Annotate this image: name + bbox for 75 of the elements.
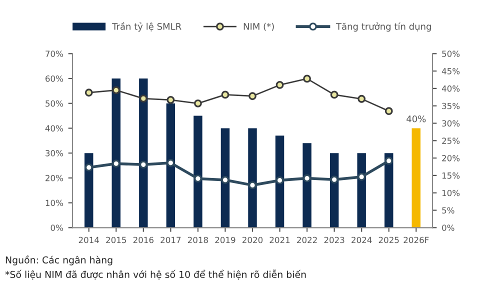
point [303,74,312,83]
bar [412,128,420,228]
bar [112,78,120,228]
y2-tick-label: 5% [442,207,454,214]
y2-tick-label: 30% [442,120,460,127]
x-tick-label: 2021 [270,236,290,244]
y2-tick-label: 45% [442,68,460,74]
x-tick-label: 2016 [133,236,154,244]
x-tick-label: 2022 [297,236,317,244]
y-tick-label: 20% [46,174,64,182]
point [358,94,366,103]
point [194,174,202,183]
y-tick-label: 50% [46,100,64,107]
y-tick-label: 10% [46,200,64,206]
point [221,176,230,184]
point [221,90,230,99]
x-tick-label: 2018 [188,236,208,244]
data-label: 40% [406,115,426,122]
point [330,176,338,184]
x-tick-label: 2017 [160,236,181,244]
point [139,160,148,169]
bar [384,153,394,228]
x-tick-label: 2015 [106,236,126,244]
point [330,90,338,99]
bar [275,136,284,228]
y2-tick-label: 50% [442,50,460,57]
y2-tick-label: 10% [442,190,460,196]
x-tick-label: 2019 [215,236,236,244]
x-tick-label: 2020 [242,236,263,244]
legend-label: Tăng trưởng tín dụng [336,22,431,32]
y-tick-label: 0% [50,224,64,231]
point [84,88,93,97]
y-tick-label: 30% [46,150,64,156]
point [358,172,366,181]
y-tick-label: 70% [46,50,64,57]
bar [194,116,202,228]
y-tick-label: 40% [45,125,64,132]
point [248,181,256,190]
point [248,92,256,100]
y2-tick-label: 20% [442,155,460,162]
text: *Số liệu NIM đã được nhân với hệ số 10 để thể hiện rõ diễn biến [5,270,306,280]
point [166,96,175,104]
bar [357,153,366,228]
text: Nguồn: Các ngân hàng [6,255,112,266]
point [384,107,393,116]
point [276,176,284,184]
point [384,156,393,165]
point [84,163,93,172]
y-tick-label: 60% [46,75,64,82]
legend-label: Trần tỷ lệ SMLR [112,22,182,32]
point [166,158,175,167]
point [194,99,202,108]
y2-tick-label: 35% [442,102,460,110]
x-tick-label: 2023 [324,236,344,244]
legend-label: NIM (*) [244,22,274,31]
y2-tick-label: 0% [442,224,454,231]
point [303,174,312,182]
bar [84,153,94,228]
y2-tick-label: 25% [442,138,460,144]
y2-tick-label: 15% [442,172,460,179]
point [112,86,120,94]
bar [302,143,312,228]
y2-tick-label: 40% [442,85,460,92]
bar [248,128,257,228]
x-tick-label: 2026F [404,236,429,244]
bar [139,78,148,228]
point [112,160,120,168]
x-tick-label: 2014 [78,236,99,244]
point [276,81,284,89]
point [139,94,148,102]
x-tick-label: 2024 [352,236,372,244]
bar [220,128,230,228]
bar [166,103,176,228]
bar [330,153,339,228]
x-tick-label: 2025 [378,236,399,244]
